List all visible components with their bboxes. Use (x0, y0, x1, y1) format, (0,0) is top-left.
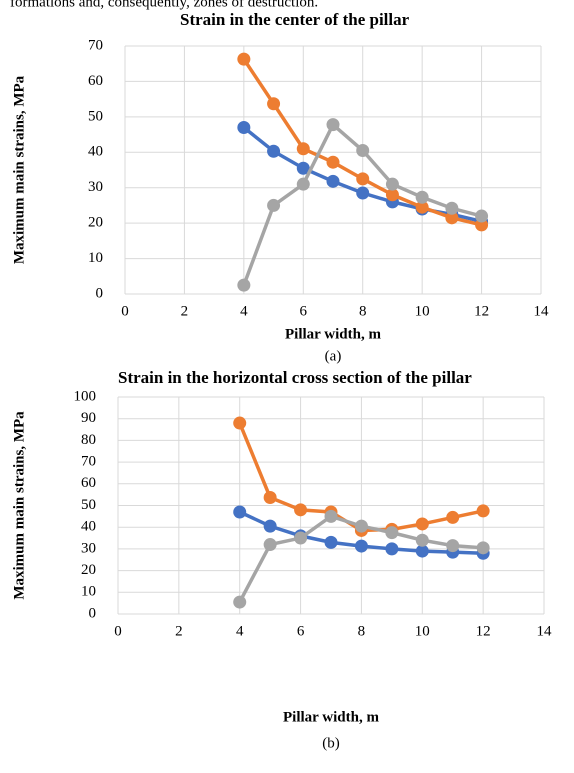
y-tick-label: 0 (96, 285, 104, 301)
point (415, 533, 429, 547)
point (445, 201, 459, 215)
y-axis-label: Maximum main strains, MPa (11, 411, 27, 600)
point (237, 278, 251, 292)
point (385, 542, 399, 556)
x-tick-label: 14 (534, 303, 550, 319)
point (415, 200, 429, 214)
point (385, 188, 399, 202)
header-text: formations and, consequently, zones of d… (10, 0, 318, 10)
point (475, 209, 489, 223)
x-tick-label: 0 (121, 303, 129, 319)
x-tick-label: 10 (415, 623, 430, 639)
x-axis-label: Pillar width, m (283, 709, 379, 725)
point (385, 526, 399, 540)
x-tick-label: 2 (181, 303, 189, 319)
point (476, 541, 490, 555)
point (354, 519, 368, 533)
point (326, 174, 340, 188)
point (415, 517, 429, 531)
point (356, 144, 370, 158)
point (263, 538, 277, 552)
point (326, 155, 340, 169)
point (267, 97, 281, 111)
point (237, 120, 251, 134)
y-tick-label: 30 (88, 179, 103, 195)
x-tick-label: 6 (297, 623, 305, 639)
point (296, 142, 310, 156)
x-tick-label: 4 (236, 623, 244, 639)
y-tick-label: 100 (74, 388, 97, 404)
point (356, 172, 370, 186)
point (296, 161, 310, 175)
y-tick-label: 50 (88, 108, 103, 124)
point (446, 510, 460, 524)
x-tick-label: 8 (359, 303, 367, 319)
point (445, 211, 459, 225)
x-tick-label: 10 (415, 303, 430, 319)
point (446, 539, 460, 553)
point (324, 535, 338, 549)
y-tick-label: 10 (81, 584, 96, 600)
y-tick-label: 50 (81, 497, 96, 513)
point (263, 490, 277, 504)
point (415, 544, 429, 558)
x-tick-label: 0 (114, 623, 122, 639)
point (324, 509, 338, 523)
point (415, 190, 429, 204)
y-tick-label: 40 (81, 519, 96, 535)
x-tick-label: 12 (476, 623, 491, 639)
point (385, 177, 399, 191)
point (296, 177, 310, 191)
x-tick-label: 6 (300, 303, 308, 319)
x-tick-label: 2 (175, 623, 183, 639)
point (237, 52, 251, 66)
point (294, 531, 308, 545)
caption: (a) (325, 348, 342, 364)
y-tick-label: 70 (88, 37, 103, 53)
x-tick-label: 14 (537, 623, 553, 639)
y-tick-label: 70 (81, 454, 96, 470)
y-tick-label: 40 (88, 144, 103, 160)
y-axis-label: Maximum main strains, MPa (11, 75, 27, 264)
point (294, 503, 308, 517)
x-axis-label: Pillar width, m (285, 326, 381, 342)
chart-title: Strain in the center of the pillar (180, 10, 410, 29)
y-tick-label: 60 (88, 73, 103, 89)
x-tick-label: 8 (358, 623, 366, 639)
y-tick-label: 90 (81, 410, 96, 426)
point (267, 198, 281, 212)
point (354, 539, 368, 553)
point (233, 416, 247, 430)
y-tick-label: 80 (81, 432, 96, 448)
point (356, 186, 370, 200)
point (263, 519, 277, 533)
x-tick-label: 4 (240, 303, 248, 319)
point (267, 144, 281, 158)
y-tick-label: 20 (88, 215, 103, 231)
x-tick-label: 12 (474, 303, 489, 319)
point (233, 505, 247, 519)
y-tick-label: 30 (81, 540, 96, 556)
y-tick-label: 20 (81, 562, 96, 578)
y-tick-label: 60 (81, 475, 96, 491)
caption: (b) (322, 735, 340, 751)
point (233, 595, 247, 609)
chart-title: Strain in the horizontal cross section o… (118, 368, 472, 387)
y-tick-label: 10 (88, 250, 103, 266)
point (476, 504, 490, 518)
point (326, 118, 340, 132)
y-tick-label: 0 (89, 605, 97, 621)
